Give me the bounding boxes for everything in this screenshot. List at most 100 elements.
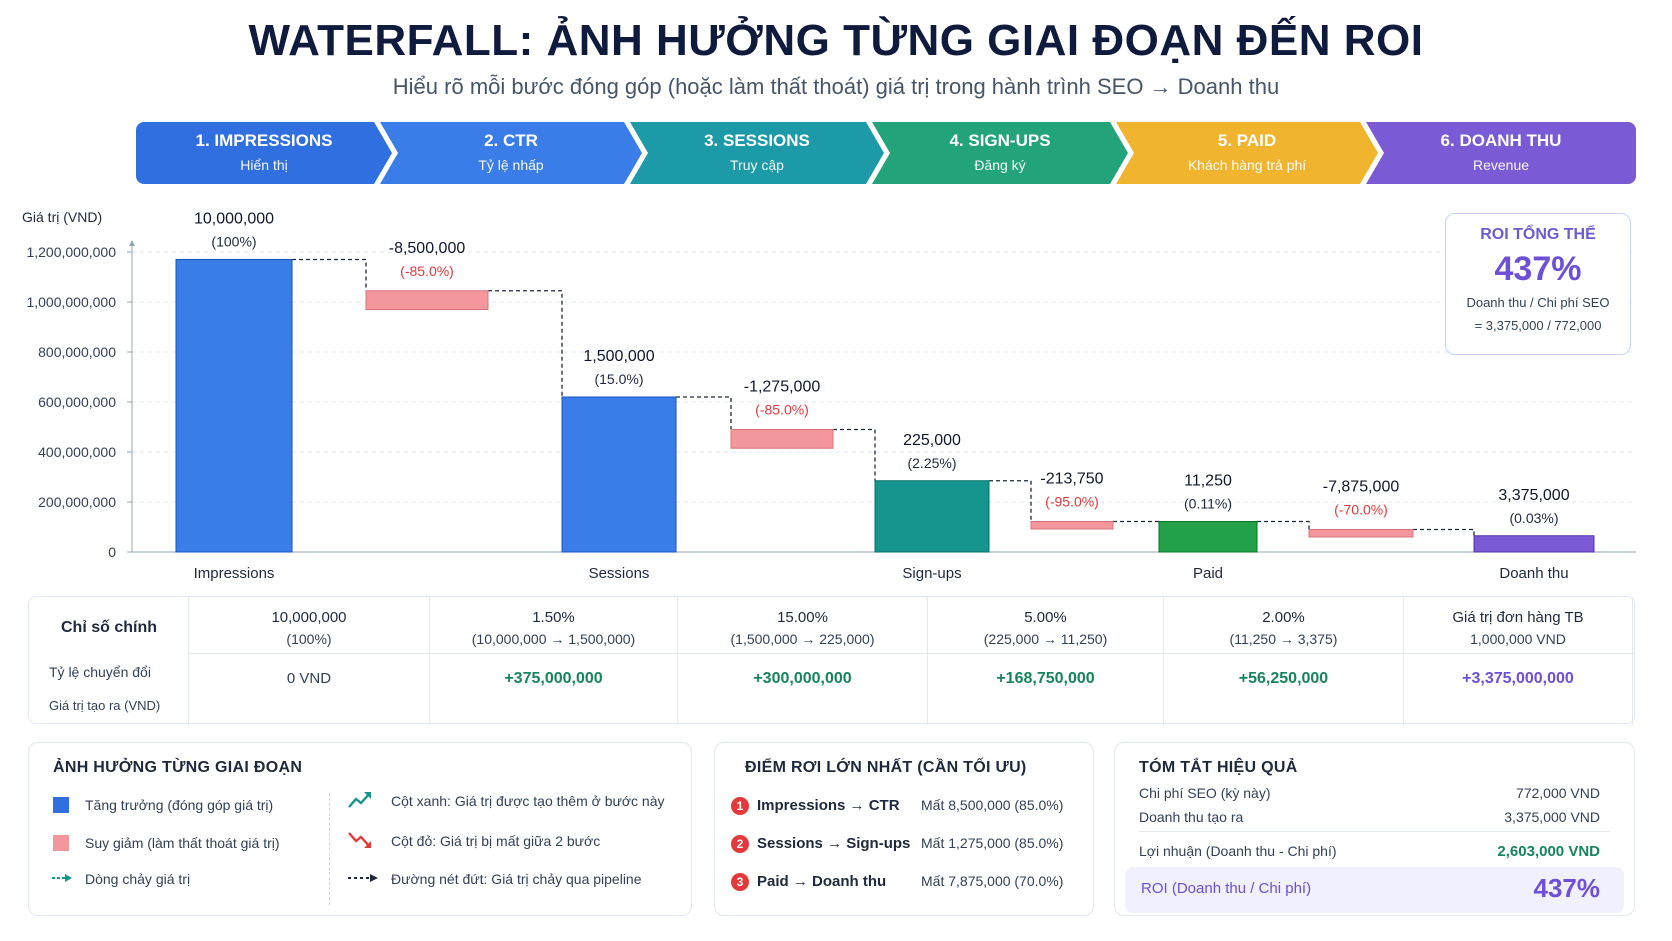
- metric-value: 2.00%: [1262, 609, 1305, 626]
- growth-swatch: [53, 797, 69, 813]
- note-red-label: Cột đỏ: Giá trị bị mất giữa 2 bước: [391, 833, 601, 849]
- y-tick-label: 1,200,000,000: [26, 244, 116, 260]
- metrics-cell: 10,000,000 (100%) 0 VND: [189, 597, 430, 725]
- roi-value: 437%: [1494, 250, 1582, 288]
- total-bar: [561, 396, 677, 553]
- metrics-cell: 15.00% (1,500,000 → 225,000) +300,000,00…: [678, 597, 928, 725]
- stage-subtitle: Khách hàng trả phí: [1187, 157, 1307, 173]
- metrics-label-cell: Chỉ số chính Tỷ lệ chuyển đổi Giá trị tạ…: [29, 597, 189, 725]
- y-tick-label: 200,000,000: [38, 494, 116, 510]
- legend-divider: [329, 793, 330, 905]
- total-bar: [874, 480, 990, 553]
- y-tick-label: 800,000,000: [38, 344, 116, 360]
- metrics-cell: 5.00% (225,000 → 11,250) +168,750,000: [928, 597, 1164, 725]
- bar-value-label: 10,000,000: [194, 211, 274, 228]
- drop-rank-badge: 1: [731, 797, 749, 815]
- value-created-label: Giá trị tạo ra (VND): [49, 698, 161, 713]
- bar-percent-label: (15.0%): [594, 371, 643, 387]
- bar-percent-label: (0.11%): [1184, 496, 1232, 512]
- stage-pipeline: 1. IMPRESSIONS Hiển thị 2. CTR Tỷ lệ nhấ…: [136, 122, 1636, 184]
- stage-signups: 4. SIGN-UPS Đăng ký: [872, 122, 1128, 184]
- bar-value-label: 11,250: [1184, 473, 1232, 490]
- revenue-label: Doanh thu tạo ra: [1139, 809, 1244, 825]
- metric-value: Giá trị đơn hàng TB: [1452, 609, 1584, 626]
- roi-note: Doanh thu / Chi phí SEO: [1466, 295, 1610, 310]
- metric-value-created: +168,750,000: [996, 670, 1095, 687]
- stage-subtitle: Đăng ký: [974, 157, 1026, 173]
- note-dashed-label: Đường nét đứt: Giá trị chảy qua pipeline: [391, 871, 642, 887]
- bar-value-label: -8,500,000: [389, 240, 466, 257]
- summary-panel-title: TÓM TẮT HIỆU QUẢ: [1139, 759, 1298, 776]
- flow-connector: [292, 258, 367, 291]
- stage-revenue: 6. DOANH THU Revenue: [1366, 122, 1636, 184]
- stage-subtitle: Truy cập: [730, 157, 784, 173]
- seo-cost-label: Chi phí SEO (kỳ này): [1139, 785, 1271, 801]
- metric-value-created: +300,000,000: [753, 670, 852, 687]
- bar-percent-label: (-95.0%): [1045, 494, 1099, 510]
- stage-title: 6. DOANH THU: [1440, 131, 1562, 150]
- metric-detail: (10,000,000 → 1,500,000): [471, 631, 636, 647]
- metric-detail: (100%): [286, 631, 332, 647]
- bar-percent-label: (0.03%): [1509, 510, 1558, 526]
- metrics-cell: 1.50% (10,000,000 → 1,500,000) +375,000,…: [430, 597, 678, 725]
- note-green-label: Cột xanh: Giá trị được tạo thêm ở bước n…: [391, 793, 665, 809]
- legend-panel-title: ẢNH HƯỞNG TỪNG GIAI ĐOẠN: [53, 759, 303, 776]
- decline-swatch: [53, 835, 69, 851]
- stage-title: 4. SIGN-UPS: [949, 131, 1051, 150]
- metric-value-created: +3,375,000,000: [1462, 670, 1574, 687]
- drop-loss: Mất 1,275,000 (85.0%): [921, 835, 1064, 851]
- x-category-label: Impressions: [194, 565, 275, 582]
- biggest-drops-panel: ĐIỂM RƠI LỚN NHẤT (CẦN TỐI ƯU) 1 Impress…: [714, 742, 1094, 916]
- stage-title: 2. CTR: [484, 131, 538, 150]
- legend-panel: ẢNH HƯỞNG TỪNG GIAI ĐOẠN Tăng trưởng (đó…: [28, 742, 692, 916]
- x-category-label: Sessions: [589, 565, 650, 582]
- stage-title: 1. IMPRESSIONS: [195, 131, 333, 150]
- metric-value-created: +375,000,000: [504, 670, 603, 687]
- x-category-label: Sign-ups: [902, 565, 961, 582]
- roi-ratio-label: ROI (Doanh thu / Chi phí): [1141, 880, 1312, 897]
- metrics-cell: Giá trị đơn hàng TB 1,000,000 VND +3,375…: [1404, 597, 1633, 725]
- profit-value: 2,603,000 VND: [1497, 843, 1600, 860]
- metric-value-created: +56,250,000: [1238, 670, 1329, 687]
- roi-ratio-value: 437%: [1533, 873, 1601, 903]
- bar-value-label: -213,750: [1040, 471, 1103, 488]
- stage-ctr: 2. CTR Tỷ lệ nhấp: [380, 122, 642, 184]
- roi-highlight: ROI (Doanh thu / Chi phí) 437%: [1125, 867, 1624, 913]
- dashed-arrow-icon: [348, 874, 378, 882]
- metric-value: 10,000,000: [271, 609, 347, 626]
- metric-detail: (1,500,000 → 225,000): [730, 631, 875, 647]
- drop-rank-badge: 2: [731, 835, 749, 853]
- stage-sessions: 3. SESSIONS Truy cập: [630, 122, 884, 184]
- legend-flow-label: Dòng chảy giá trị: [85, 871, 191, 887]
- metric-detail: (11,250 → 3,375): [1229, 631, 1338, 647]
- y-tick-label: 1,000,000,000: [26, 294, 116, 310]
- stage-impressions: 1. IMPRESSIONS Hiển thị: [136, 122, 392, 184]
- seo-cost-value: 772,000 VND: [1515, 785, 1600, 801]
- trend-down-icon: [348, 832, 371, 848]
- bar-percent-label: (2.25%): [907, 455, 956, 471]
- flow-connector: [488, 290, 563, 397]
- bar-value-label: 1,500,000: [583, 348, 654, 365]
- decrease-bar: [730, 429, 834, 449]
- y-axis-arrow: [129, 240, 135, 246]
- legend-growth-label: Tăng trưởng (đóng góp giá trị): [85, 797, 274, 813]
- drop-loss: Mất 7,875,000 (70.0%): [921, 873, 1064, 889]
- bar-value-label: -1,275,000: [744, 379, 821, 396]
- metric-detail: (225,000 → 11,250): [983, 631, 1108, 647]
- roi-formula: = 3,375,000 / 772,000: [1474, 318, 1602, 333]
- metric-value: 1.50%: [532, 609, 575, 626]
- flow-connector: [833, 428, 876, 481]
- key-metrics-table: Chỉ số chính Tỷ lệ chuyển đổi Giá trị tạ…: [28, 596, 1635, 725]
- revenue-value: 3,375,000 VND: [1504, 809, 1600, 825]
- y-tick-label: 600,000,000: [38, 394, 116, 410]
- flow-connector: [1413, 528, 1475, 536]
- flow-connector: [989, 480, 1032, 522]
- page-subtitle: Hiểu rõ mỗi bước đóng góp (hoặc làm thất…: [392, 74, 1280, 99]
- drop-step: Sessions → Sign-ups: [757, 835, 911, 852]
- performance-summary-panel: TÓM TẮT HIỆU QUẢ Chi phí SEO (kỳ này) 77…: [1114, 742, 1635, 916]
- drops-panel-title: ĐIỂM RƠI LỚN NHẤT (CẦN TỐI ƯU): [745, 759, 1027, 776]
- drop-step: Paid → Doanh thu: [757, 873, 887, 890]
- x-category-label: Doanh thu: [1499, 565, 1568, 582]
- conversion-rate-label: Tỷ lệ chuyển đổi: [49, 664, 151, 680]
- trend-up-icon: [348, 792, 371, 808]
